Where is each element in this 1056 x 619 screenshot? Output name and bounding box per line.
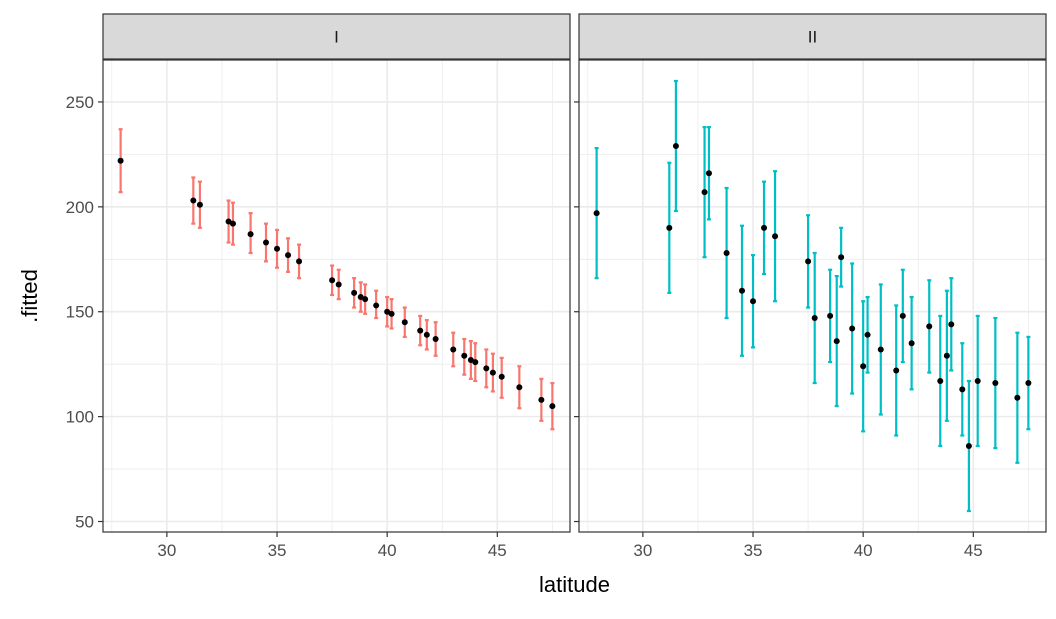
panel-ii-point-9	[772, 233, 779, 240]
panel-i-x-tick-label-30: 30	[157, 541, 176, 560]
panel-ii-strip	[578, 13, 1047, 60]
y-tick-label-100: 100	[66, 408, 94, 427]
panel-i-point-12	[351, 289, 358, 296]
panel-i-point-2	[196, 201, 203, 208]
panel-i-point-14	[362, 296, 369, 303]
panel-ii-point-18	[877, 346, 884, 353]
panel-ii-point-17	[864, 331, 871, 338]
panel-ii-point-8	[761, 224, 768, 231]
panel-ii-point-23	[937, 377, 944, 384]
panel-i-border	[102, 59, 571, 533]
panel-ii-point-26	[959, 386, 966, 393]
panel-i-x-tick-label-40: 40	[378, 541, 397, 560]
panel-i-point-0	[117, 157, 124, 164]
panel-ii-point-31	[1025, 380, 1032, 387]
panel-ii-background	[579, 60, 1046, 532]
panel-ii-point-27	[965, 442, 972, 449]
panel-ii-point-19	[893, 367, 900, 374]
panel-ii-point-7	[750, 298, 757, 305]
panel-ii-point-22	[926, 323, 933, 330]
panel-ii-point-4	[705, 170, 712, 177]
panel-i-point-11	[335, 281, 342, 288]
panel-i-x-tick-label-45: 45	[488, 541, 507, 560]
panel-i-strip	[102, 13, 571, 60]
panel-i-point-20	[423, 331, 430, 338]
panel-ii-point-0	[593, 210, 600, 217]
panel-i-point-25	[472, 359, 479, 366]
y-tick-label-50: 50	[75, 513, 94, 532]
panel-i-point-19	[417, 327, 424, 334]
panel-i-point-5	[247, 231, 254, 238]
panel-ii-point-5	[723, 249, 730, 256]
panel-ii-point-21	[908, 340, 915, 347]
panel-ii-point-12	[827, 312, 834, 319]
panel-i-point-23	[461, 352, 468, 359]
panel-ii-point-10	[805, 258, 812, 265]
x-axis-title: latitude	[539, 572, 610, 597]
panel-i-point-31	[549, 403, 556, 410]
panel-ii-point-15	[849, 325, 856, 332]
panel-i-point-17	[388, 310, 395, 317]
panel-i-point-30	[538, 396, 545, 403]
y-tick-label-150: 150	[66, 303, 94, 322]
panel-ii-point-2	[672, 143, 679, 150]
panel-ii-x-tick-label-35: 35	[744, 541, 763, 560]
panel-i-point-7	[274, 245, 281, 252]
panel-ii-border	[578, 59, 1047, 533]
panel-i-point-9	[296, 258, 303, 265]
y-axis-title: .fitted	[17, 269, 42, 323]
panel-ii-point-6	[739, 287, 746, 294]
panel-ii-point-25	[948, 321, 955, 328]
panel-i-point-22	[450, 346, 457, 353]
panel-i-point-1	[190, 197, 197, 204]
panel-i-point-6	[263, 239, 270, 246]
panel-i-point-28	[498, 373, 505, 380]
panel-ii-point-1	[666, 224, 673, 231]
panel-ii-point-24	[943, 352, 950, 359]
panel-ii-x-tick-label-30: 30	[633, 541, 652, 560]
panel-i-point-26	[483, 365, 490, 372]
panel-ii-point-28	[974, 377, 981, 384]
panel-ii-point-3	[701, 189, 708, 196]
panel-ii-point-11	[811, 315, 818, 322]
panel-ii-point-29	[992, 380, 999, 387]
panel-ii-point-20	[899, 312, 906, 319]
panel-ii-point-13	[833, 338, 840, 345]
panel-ii-point-16	[860, 363, 867, 370]
panel-i-point-10	[329, 277, 336, 284]
panel-i-point-21	[432, 336, 439, 343]
panel-ii-x-tick-label-45: 45	[964, 541, 983, 560]
panel-ii-x-tick-label-40: 40	[854, 541, 873, 560]
panel-i-point-18	[401, 319, 408, 326]
panel-i-point-4	[229, 220, 236, 227]
panel-i-point-29	[516, 384, 523, 391]
panel-ii-point-30	[1014, 394, 1021, 401]
panel-i-point-8	[285, 252, 292, 259]
panel-i-point-27	[489, 369, 496, 376]
y-tick-label-200: 200	[66, 198, 94, 217]
y-tick-label-250: 250	[66, 93, 94, 112]
panel-ii-point-14	[838, 254, 845, 261]
panel-i-background	[103, 60, 570, 532]
panel-i-point-15	[373, 302, 380, 309]
panel-i-strip-label: I	[334, 28, 339, 47]
panel-i-x-tick-label-35: 35	[268, 541, 287, 560]
panel-ii-strip-label: II	[808, 28, 817, 47]
